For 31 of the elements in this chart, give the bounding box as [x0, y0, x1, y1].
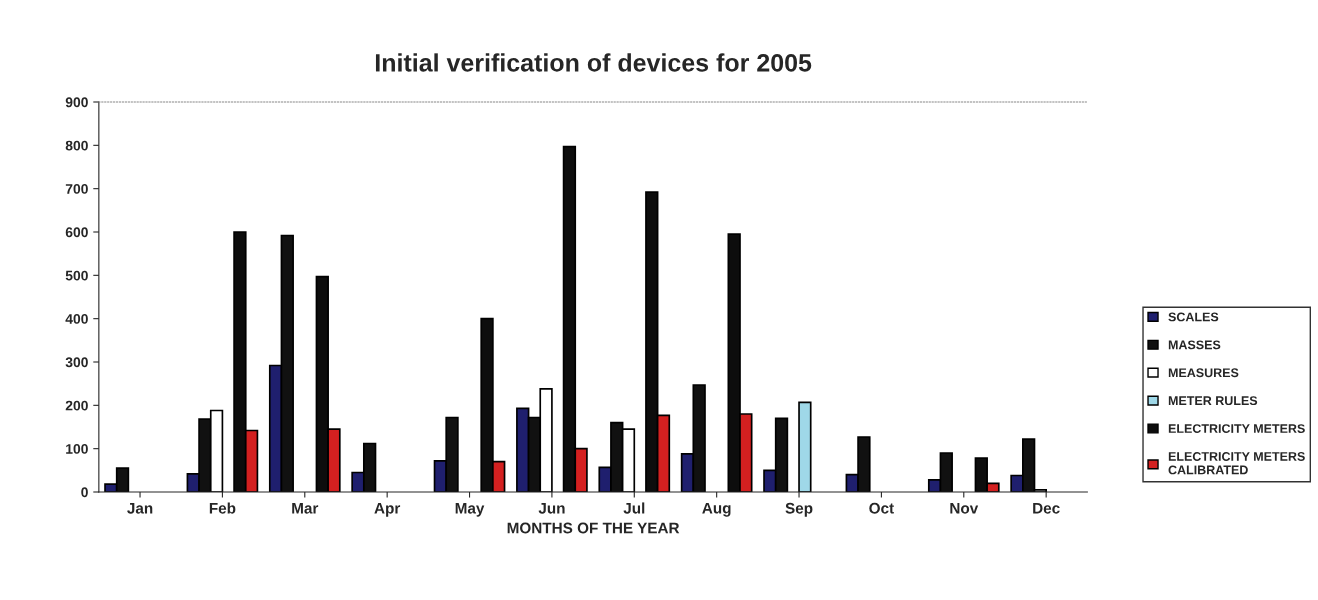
x-tick-label: Nov: [950, 502, 979, 514]
x-tick-label: Dec: [1033, 502, 1060, 514]
y-tick-label: 0: [81, 487, 88, 498]
bar: [798, 401, 812, 492]
chart-title: Initial verification of devices for 2005: [375, 53, 812, 72]
x-tick-label: Feb: [209, 502, 236, 514]
legend-label: ELECTRICITY METERS CALIBRATED: [1168, 452, 1305, 475]
legend-label: MEASURES: [1168, 368, 1239, 378]
x-tick-label: Jul: [623, 502, 645, 514]
y-tick-label: 600: [65, 227, 88, 238]
x-tick-label: Apr: [374, 502, 401, 517]
legend-label: METER RULES: [1168, 396, 1258, 406]
x-tick-label: Oct: [869, 502, 894, 514]
legend-label: MASSES: [1168, 340, 1221, 350]
y-tick-label: 700: [65, 184, 88, 194]
y-tick-label: 500: [65, 270, 88, 281]
y-tick-label: 100: [66, 444, 88, 454]
y-tick-label: 300: [65, 357, 88, 368]
y-tick-label: 900: [65, 97, 88, 108]
legend-label: ELECTRICITY METERS: [1168, 424, 1305, 433]
x-tick-label: Aug: [702, 502, 731, 517]
legend-label: SCALES: [1168, 312, 1219, 322]
y-tick-label: 800: [65, 140, 88, 151]
x-tick-label: Sep: [785, 502, 813, 517]
x-tick-label: Mar: [292, 502, 319, 514]
x-tick-label: Jun: [538, 502, 565, 514]
x-tick-label: May: [455, 502, 485, 517]
y-tick-label: 400: [65, 314, 88, 324]
y-tick-label: 200: [65, 400, 88, 411]
x-axis-title: MONTHS OF THE YEAR: [507, 522, 680, 534]
x-tick-label: Jan: [127, 502, 153, 514]
